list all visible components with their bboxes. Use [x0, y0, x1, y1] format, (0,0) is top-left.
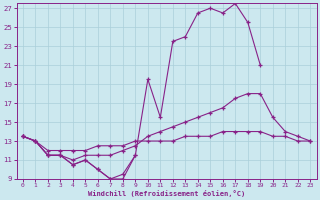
- X-axis label: Windchill (Refroidissement éolien,°C): Windchill (Refroidissement éolien,°C): [88, 190, 245, 197]
